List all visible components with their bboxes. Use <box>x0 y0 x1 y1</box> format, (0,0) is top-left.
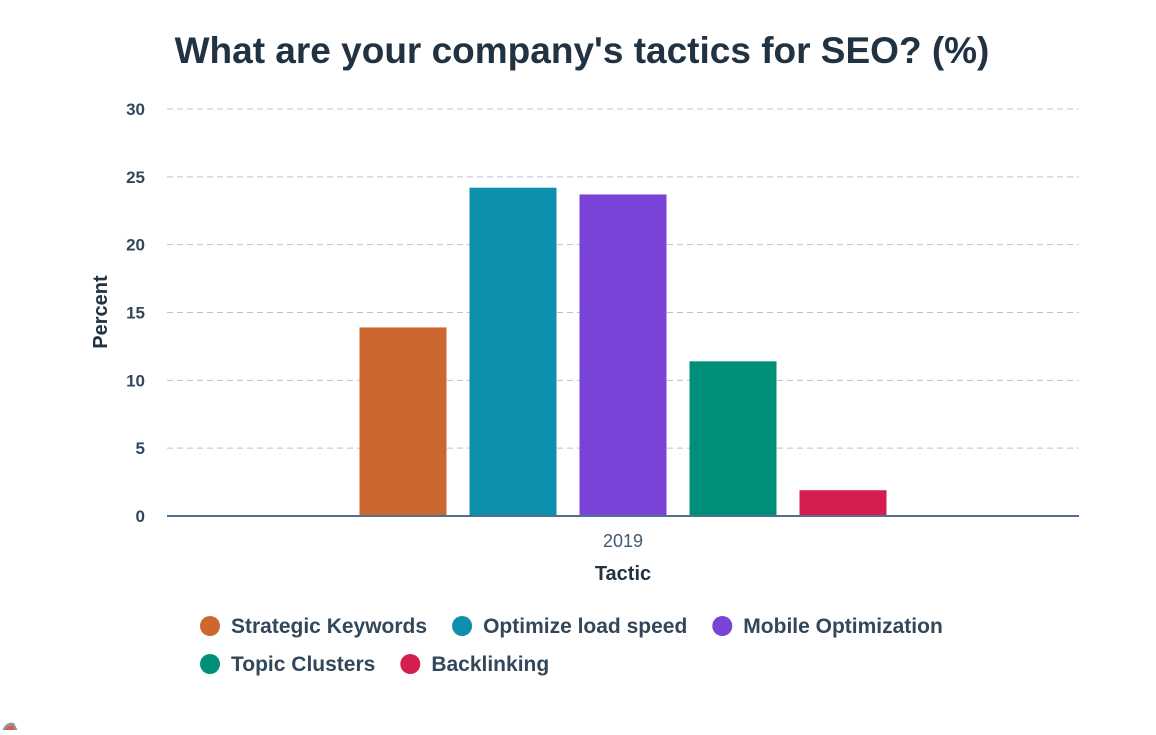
legend-label: Optimize load speed <box>483 615 687 638</box>
bar-mobile-optimization[interactable] <box>579 194 667 516</box>
x-tick-label: 2019 <box>603 531 643 551</box>
legend: Strategic Keywords Optimize load speed Mob… <box>200 615 943 676</box>
y-tick-label: 25 <box>126 168 145 187</box>
legend-marker <box>400 654 421 674</box>
legend-item-strategic-keywords[interactable]: Strategic Keywords <box>200 615 427 638</box>
y-tick-label: 5 <box>136 439 145 458</box>
y-tick-label: 30 <box>126 100 145 119</box>
chart-title: What are your company's tactics for SEO?… <box>175 30 990 71</box>
legend-label: Strategic Keywords <box>231 615 427 638</box>
y-tick-label: 0 <box>136 507 145 526</box>
bar-optimize-load-speed[interactable] <box>469 187 557 517</box>
legend-marker <box>200 616 220 636</box>
bars <box>359 187 887 517</box>
legend-label: Topic Clusters <box>231 653 375 676</box>
bar-topic-clusters[interactable] <box>689 361 777 516</box>
x-axis-label: Tactic <box>595 563 651 585</box>
legend-label: Backlinking <box>431 653 549 676</box>
bar-backlinking[interactable] <box>799 490 887 516</box>
legend-marker <box>200 654 220 674</box>
y-tick-label: 15 <box>126 304 145 323</box>
y-axis-label: Percent <box>90 275 112 349</box>
x-axis-ticks: 2019 <box>603 531 643 551</box>
legend-item-optimize-load-speed[interactable]: Optimize load speed <box>452 615 687 638</box>
bar-strategic-keywords[interactable] <box>359 327 447 516</box>
brand-logo-fragment <box>0 718 24 730</box>
y-tick-label: 20 <box>126 236 145 255</box>
legend-label: Mobile Optimization <box>743 615 943 638</box>
y-tick-label: 10 <box>126 371 145 390</box>
y-axis-ticks: 0 5 10 15 20 25 30 <box>126 100 145 526</box>
legend-marker <box>452 616 473 636</box>
legend-item-topic-clusters[interactable]: Topic Clusters <box>200 653 375 676</box>
legend-item-mobile-optimization[interactable]: Mobile Optimization <box>712 615 943 638</box>
legend-marker <box>712 616 733 636</box>
legend-item-backlinking[interactable]: Backlinking <box>400 653 549 676</box>
